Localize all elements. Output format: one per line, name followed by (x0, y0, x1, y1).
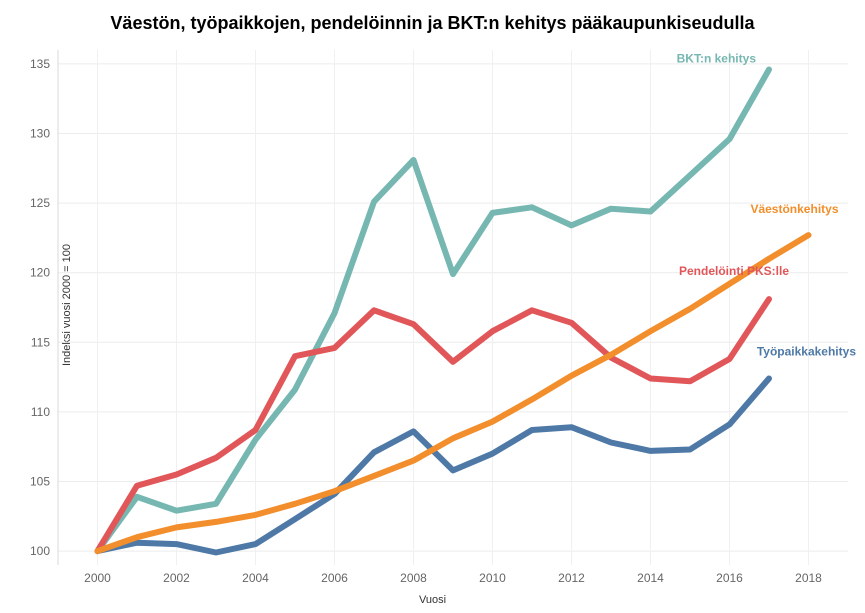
x-tick-label: 2018 (795, 571, 822, 585)
y-tick-label: 115 (31, 335, 50, 349)
x-tick-label: 2010 (479, 571, 506, 585)
series-labels: BKT:n kehitys Väestönkehitys Pendelöinti P… (677, 51, 857, 358)
y-tick-label: 120 (30, 266, 50, 280)
y-tick-label: 110 (31, 405, 50, 419)
x-tick-label: 2006 (321, 571, 348, 585)
y-tick-label: 100 (30, 544, 50, 558)
y-tick-label: 125 (30, 196, 50, 210)
series-label-0: BKT:n kehitys (677, 51, 757, 65)
series-label-3: Työpaikkakehitys (757, 344, 856, 358)
x-tick-label: 2008 (400, 571, 427, 585)
series-line-1 (94, 232, 812, 555)
series-label-2: Pendelöinti PKS:lle (679, 264, 789, 278)
x-tick-label: 2014 (637, 571, 664, 585)
x-tick-label: 2012 (558, 571, 585, 585)
y-tick-label: 105 (30, 474, 50, 488)
x-tick-label: 2016 (716, 571, 743, 585)
y-tick-label: 130 (30, 127, 50, 141)
series-lines (94, 66, 812, 556)
series-line-2 (94, 296, 772, 555)
x-tick-label: 2002 (163, 571, 190, 585)
chart-title: Väestön, työpaikkojen, pendelöinnin ja B… (110, 13, 755, 33)
series-line-0 (94, 66, 772, 555)
x-axis-label: Vuosi (418, 594, 447, 606)
x-tick-label: 2004 (242, 571, 269, 585)
axes: 100 105 110 115 120 125 130 135 2000 2002 2004 2006… (30, 50, 822, 585)
grid-lines (58, 50, 848, 565)
y-tick-label: 135 (30, 57, 50, 71)
series-label-1: Väestönkehitys (750, 202, 838, 216)
x-tick-label: 2000 (84, 571, 111, 585)
